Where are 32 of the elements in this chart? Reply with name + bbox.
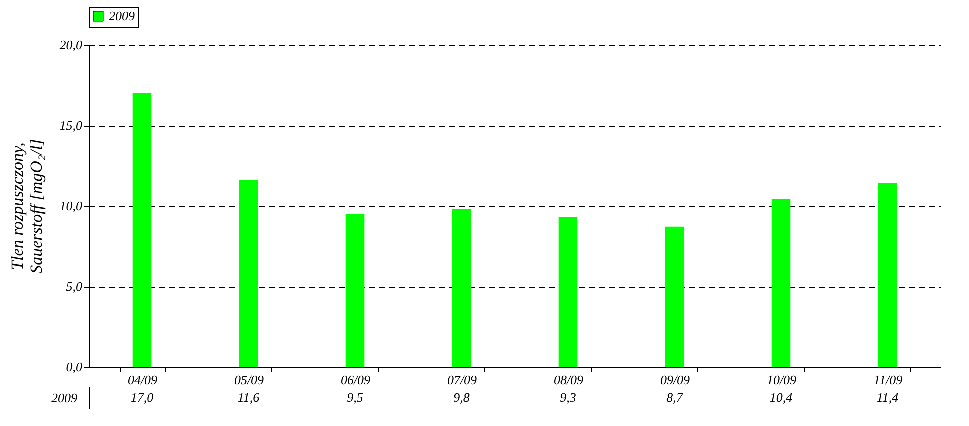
bar — [558, 217, 578, 367]
data-label: 9,8 — [454, 390, 470, 405]
y-tick-label: 5,0 — [66, 279, 83, 294]
data-label: 10,4 — [770, 390, 794, 405]
y-tick-label: 10,0 — [60, 198, 83, 214]
data-label: 9,5 — [347, 390, 364, 405]
x-tick-label: 10/09 — [766, 372, 798, 388]
bar — [452, 209, 472, 367]
bar — [772, 200, 791, 367]
y-axis-title: Tlen rozpuszczony, Sauerstoff [mgO₂/l] — [8, 139, 46, 274]
bar — [346, 214, 365, 367]
data-label: 11,6 — [238, 390, 260, 405]
x-tick-label: 07/09 — [447, 372, 478, 388]
x-tick-label: 09/09 — [660, 372, 691, 388]
x-tick-label: 05/09 — [234, 372, 265, 388]
x-tick-label: 04/09 — [128, 372, 158, 388]
x-tick-label: 06/09 — [340, 372, 372, 388]
y-tick-label: 20,0 — [60, 38, 83, 52]
text: 2009 — [52, 390, 78, 406]
data-label: 8,7 — [666, 390, 684, 405]
data-label: 9,3 — [560, 390, 577, 405]
x-tick-label: 08/09 — [554, 372, 584, 388]
bar — [239, 180, 258, 367]
x-tick-label: 11/09 — [874, 372, 904, 388]
data-label: 11,4 — [876, 390, 900, 405]
data-label: 17,0 — [130, 390, 154, 405]
bar — [878, 183, 898, 367]
legend-label: 2009 — [109, 8, 136, 24]
bar — [665, 226, 684, 367]
bar — [132, 93, 152, 367]
y-tick-label: 15,0 — [60, 118, 83, 133]
y-tick-label: 0,0 — [66, 360, 83, 374]
